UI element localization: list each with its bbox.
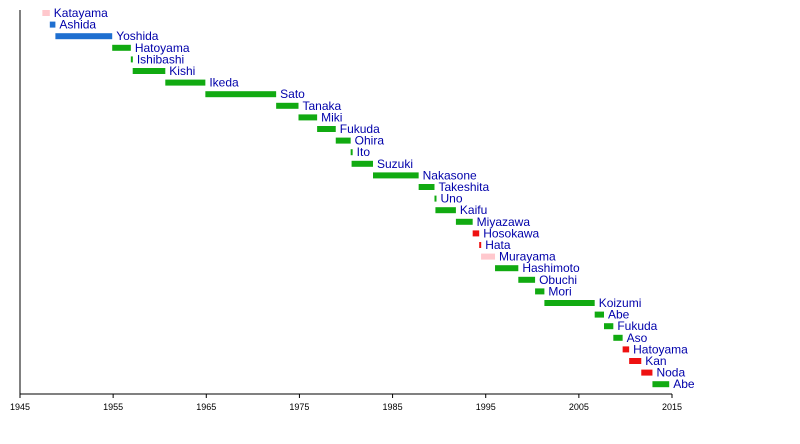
term-label: Nakasone: [423, 168, 477, 182]
term-label: Hatoyama: [135, 41, 190, 55]
term-bar: [594, 311, 605, 318]
term-label: Aso: [627, 331, 648, 345]
term-label: Ito: [357, 145, 371, 159]
term-label: Murayama: [499, 250, 556, 264]
term-bar: [130, 56, 133, 63]
term-label: Tanaka: [302, 99, 341, 113]
term-label: Abe: [673, 377, 695, 391]
term-bar: [335, 137, 351, 144]
term-bar: [434, 195, 437, 202]
term-bar: [55, 33, 113, 40]
term-bar: [205, 91, 277, 98]
term-label: Hosokawa: [483, 226, 539, 240]
term-bar: [518, 276, 536, 283]
term-label: Koizumi: [599, 296, 642, 310]
x-tick-label: 1965: [196, 402, 216, 412]
term-label: Fukuda: [617, 319, 657, 333]
term-label: Ohira: [355, 134, 385, 148]
term-label: Ikeda: [209, 76, 239, 90]
term-label: Suzuki: [377, 157, 413, 171]
term-bar: [317, 126, 336, 132]
term-label: Uno: [440, 192, 462, 206]
term-label: Kan: [645, 354, 666, 368]
x-tick-label: 1985: [383, 402, 403, 412]
term-bar: [472, 230, 480, 237]
term-bar: [604, 323, 614, 330]
term-bar: [42, 10, 50, 16]
term-label: Ashida: [59, 18, 96, 32]
term-label: Fukuda: [340, 122, 380, 136]
term-bar: [373, 172, 419, 179]
term-bar: [629, 358, 642, 364]
term-bar: [479, 242, 482, 248]
term-bar: [544, 300, 595, 306]
term-bar: [112, 44, 131, 51]
term-bar: [455, 218, 473, 225]
x-tick-label: 1975: [289, 402, 309, 412]
term-bar: [418, 184, 435, 190]
term-label: Miki: [321, 110, 342, 124]
x-tick-label: 1955: [103, 402, 123, 412]
term-labels: KatayamaAshidaYoshidaHatoyamaIshibashiKi…: [54, 6, 695, 391]
term-label: Sato: [280, 87, 305, 101]
term-label: Abe: [608, 308, 630, 322]
term-bar: [351, 160, 374, 167]
term-label: Takeshita: [438, 180, 489, 194]
term-label: Katayama: [54, 6, 108, 20]
term-bar: [165, 79, 206, 86]
term-bar: [652, 381, 670, 388]
x-tick-label: 2005: [569, 402, 589, 412]
term-label: Ishibashi: [137, 52, 184, 66]
term-bar: [132, 68, 166, 74]
term-bar: [298, 114, 318, 121]
term-label: Hashimoto: [522, 261, 580, 275]
term-bars: [42, 10, 670, 388]
term-label: Miyazawa: [477, 215, 531, 229]
term-label: Kishi: [169, 64, 195, 78]
term-bar: [613, 334, 623, 341]
x-axis-ticks: 1945 1955 1965 1975 1985 1995 2005 2015: [10, 394, 682, 412]
term-bar: [622, 346, 630, 353]
term-label: Obuchi: [539, 273, 577, 287]
axes: [19, 10, 672, 395]
term-label: Mori: [548, 284, 571, 298]
term-label: Hatoyama: [633, 342, 688, 356]
term-bar: [350, 149, 353, 156]
term-bar: [481, 253, 496, 260]
x-tick-label: 1995: [476, 402, 496, 412]
term-bar: [535, 288, 545, 295]
x-tick-label: 1945: [10, 402, 30, 412]
term-bar: [49, 21, 56, 28]
term-bar: [641, 369, 653, 376]
term-bar: [495, 265, 519, 272]
term-label: Noda: [656, 366, 685, 380]
term-label: Yoshida: [116, 29, 159, 43]
term-label: Kaifu: [460, 203, 487, 217]
x-tick-label: 2015: [662, 402, 682, 412]
term-bar: [276, 102, 299, 109]
term-bar: [435, 207, 456, 214]
term-label: Hata: [485, 238, 511, 252]
